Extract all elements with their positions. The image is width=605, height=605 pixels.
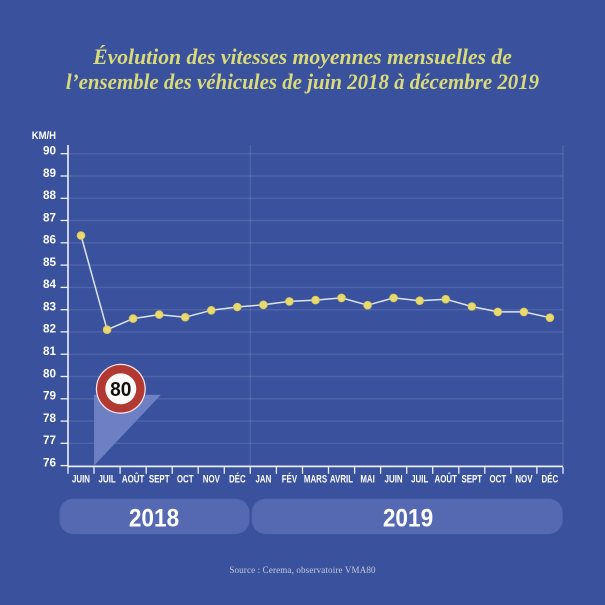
svg-text:JAN: JAN: [255, 473, 271, 486]
svg-text:83: 83: [43, 301, 57, 314]
svg-text:2019: 2019: [383, 504, 433, 532]
svg-text:2018: 2018: [129, 504, 179, 532]
svg-text:AOÛT: AOÛT: [434, 472, 457, 486]
svg-text:90: 90: [43, 145, 57, 158]
svg-text:87: 87: [43, 211, 56, 224]
svg-text:80: 80: [43, 367, 57, 380]
svg-text:86: 86: [43, 234, 57, 247]
svg-text:DÉC: DÉC: [229, 473, 246, 486]
svg-text:NOV: NOV: [515, 473, 533, 486]
svg-text:DÉC: DÉC: [542, 473, 559, 486]
svg-text:JUIL: JUIL: [99, 473, 116, 486]
svg-text:79: 79: [43, 390, 57, 403]
svg-text:MAI: MAI: [360, 473, 375, 486]
svg-text:JUIL: JUIL: [411, 473, 428, 486]
svg-text:84: 84: [43, 278, 57, 291]
svg-text:JUIN: JUIN: [72, 473, 90, 486]
svg-text:76: 76: [43, 456, 57, 469]
svg-text:SEPT: SEPT: [461, 473, 482, 486]
svg-text:MARS: MARS: [304, 473, 328, 486]
svg-text:82: 82: [43, 323, 57, 336]
svg-text:80: 80: [110, 379, 131, 401]
svg-text:78: 78: [43, 412, 57, 425]
svg-text:AVRIL: AVRIL: [330, 473, 353, 486]
svg-text:89: 89: [43, 167, 57, 180]
svg-text:NOV: NOV: [203, 473, 221, 486]
svg-text:SEPT: SEPT: [149, 473, 170, 486]
svg-text:FÉV: FÉV: [282, 473, 298, 486]
svg-text:77: 77: [43, 434, 56, 447]
svg-text:JUIN: JUIN: [385, 473, 403, 486]
svg-text:85: 85: [43, 256, 57, 269]
svg-text:OCT: OCT: [489, 473, 506, 486]
svg-text:OCT: OCT: [177, 473, 194, 486]
svg-text:88: 88: [43, 189, 57, 202]
svg-text:81: 81: [43, 345, 57, 358]
svg-text:AOÛT: AOÛT: [122, 472, 145, 486]
svg-text:KM/H: KM/H: [32, 131, 56, 143]
